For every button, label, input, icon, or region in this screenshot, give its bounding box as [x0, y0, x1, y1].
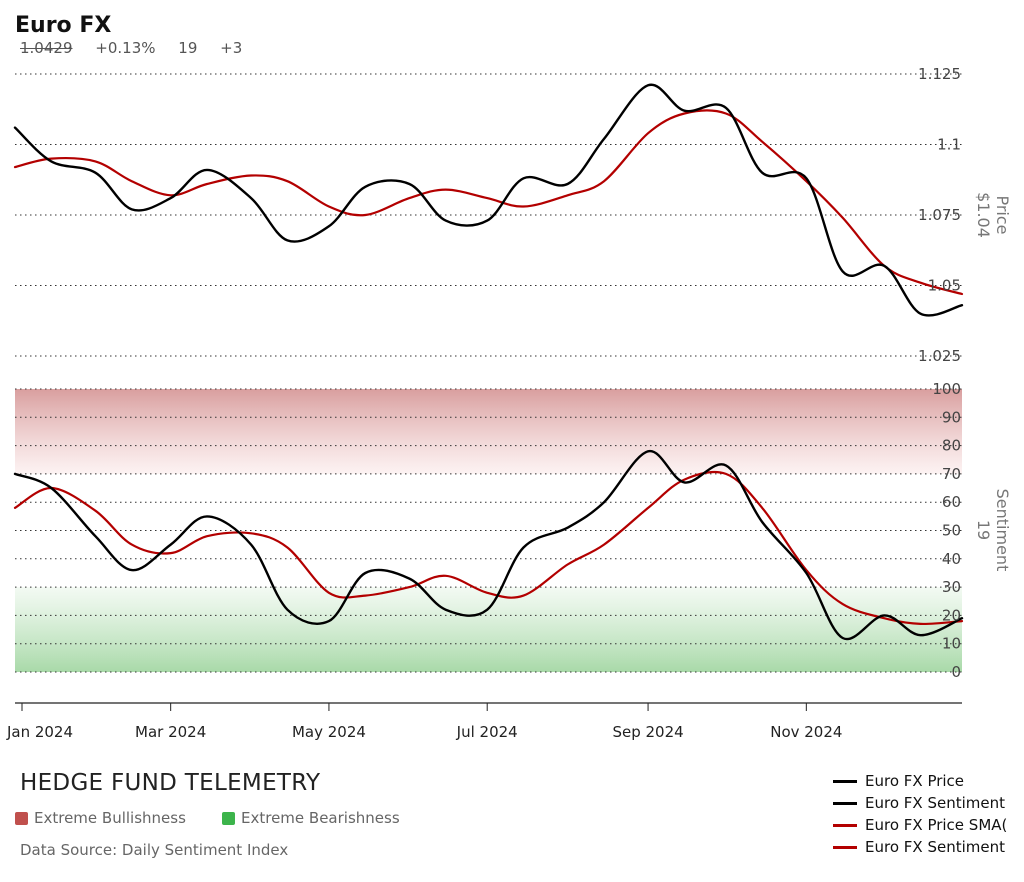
sentiment-tick-label: 60: [942, 493, 961, 511]
legend-line-icon: [833, 823, 857, 827]
sentiment-tick-label: 0: [951, 663, 961, 681]
x-tick-label: Mar 2024: [135, 723, 206, 741]
legend-item-price-sma[interactable]: Euro FX Price SMA(: [833, 814, 1024, 836]
x-tick-label: Nov 2024: [770, 723, 842, 741]
sentiment-tick-label: 90: [942, 408, 961, 426]
bull-swatch-icon: [15, 811, 28, 825]
sentiment-tick-label: 10: [942, 635, 961, 653]
price-change: +0.13%: [95, 39, 156, 57]
key-bull-label: Extreme Bullishness: [34, 809, 186, 827]
legend-label: Euro FX Price SMA(: [865, 816, 1008, 834]
price-sma-line: [13, 109, 964, 296]
sentiment-axis-value: 19: [974, 520, 993, 540]
extreme-bearishness-band: [15, 587, 962, 672]
sentiment-tick-label: 40: [942, 550, 961, 568]
legend-label: Euro FX Sentiment: [865, 838, 1005, 856]
sentiment-tick-label: 20: [942, 606, 961, 624]
price-axis-value: $1.04: [974, 192, 993, 238]
price-tick-label: 1.125: [918, 65, 961, 83]
sentiment-axis-title: Sentiment: [993, 489, 1012, 572]
legend-line-icon: [833, 779, 857, 783]
x-tick-label: May 2024: [292, 723, 366, 741]
chart-legend: Euro FX Price Euro FX Sentiment Euro FX …: [833, 770, 1024, 858]
price-tick-label: 1.075: [918, 206, 961, 224]
x-tick-label: Jan 2024: [6, 723, 73, 741]
extreme-bullishness-band: [15, 389, 962, 474]
legend-item-sentiment-sma[interactable]: Euro FX Sentiment: [833, 836, 1024, 858]
price-tick-label: 1.025: [918, 347, 961, 365]
x-tick-label: Jul 2024: [456, 723, 518, 741]
sentiment-tick-label: 30: [942, 578, 961, 596]
sentiment-line: [13, 450, 964, 641]
brand-name: HEDGE FUND TELEMETRY: [20, 770, 321, 796]
chart-title: Euro FX: [15, 13, 112, 38]
sentiment-tick-label: 80: [942, 437, 961, 455]
x-tick-label: Sep 2024: [612, 723, 683, 741]
price-line: [13, 83, 964, 317]
legend-line-icon: [833, 845, 857, 849]
price-tick-label: 1.1: [937, 136, 961, 154]
header-stats: 1.0429 +0.13% 19 +3: [20, 39, 260, 57]
sentiment-sma-line: [13, 470, 964, 626]
sentiment-change: +3: [220, 39, 243, 57]
sentiment-tick-label: 50: [942, 522, 961, 540]
price-axis-title: Price: [993, 195, 1012, 234]
legend-line-icon: [833, 801, 857, 805]
price-tick-label: 1.05: [928, 277, 961, 295]
legend-item-price[interactable]: Euro FX Price: [833, 770, 1024, 792]
legend-label: Euro FX Sentiment: [865, 794, 1005, 812]
sentiment-tick-label: 100: [932, 380, 961, 398]
key-extreme-bullishness: Extreme Bullishness: [15, 809, 186, 827]
data-source: Data Source: Daily Sentiment Index: [20, 841, 289, 859]
sentiment-tick-label: 70: [942, 465, 961, 483]
legend-label: Euro FX Price: [865, 772, 965, 790]
legend-item-sentiment[interactable]: Euro FX Sentiment: [833, 792, 1024, 814]
last-price: 1.0429: [20, 39, 73, 57]
bear-swatch-icon: [222, 811, 235, 825]
sentiment-value: 19: [178, 39, 198, 57]
key-bear-label: Extreme Bearishness: [241, 809, 400, 827]
key-extreme-bearishness: Extreme Bearishness: [222, 809, 400, 827]
